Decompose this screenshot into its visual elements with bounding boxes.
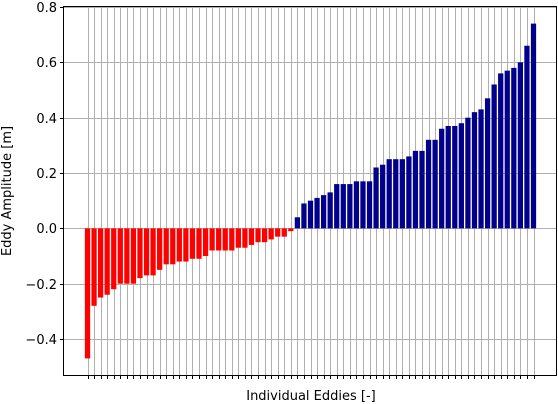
eddy-bar (340, 184, 346, 229)
eddy-bar (229, 228, 235, 251)
eddy-bar (255, 228, 261, 243)
eddy-bar (314, 197, 320, 229)
eddy-bar (511, 67, 517, 229)
eddy-bar (471, 112, 478, 229)
eddy-bar (216, 228, 222, 251)
eddy-bar (478, 109, 484, 229)
eddy-bar (143, 228, 150, 276)
eddy-bar (222, 228, 228, 251)
eddy-bar (307, 200, 314, 229)
eddy-bar (294, 217, 301, 229)
eddy-bar (242, 228, 248, 248)
eddy-bar (104, 228, 110, 295)
eddy-bar (137, 228, 143, 279)
eddy-bar (327, 192, 333, 229)
eddy-bar (235, 228, 241, 248)
eddy-bar (419, 150, 425, 229)
eddy-bar (425, 139, 432, 229)
eddy-bar (484, 98, 491, 229)
eddy-bar (530, 23, 537, 229)
eddy-bar (406, 156, 412, 229)
eddy-bar (360, 181, 366, 229)
eddy-bar (465, 117, 471, 229)
eddy-bar (399, 159, 405, 229)
x-axis-label: Individual Eddies [-] (246, 389, 376, 404)
eddy-bar (498, 73, 504, 229)
eddy-bar (209, 228, 215, 251)
y-tick-label: 0.2 (36, 167, 57, 182)
eddy-bar (320, 195, 327, 229)
eddy-bar (183, 228, 189, 262)
plot-frame (63, 6, 557, 376)
y-tick-label: −0.2 (25, 278, 57, 293)
eddy-bar (196, 228, 202, 259)
eddy-bar (458, 123, 464, 229)
eddy-bar (347, 184, 353, 229)
eddy-bar (517, 62, 524, 229)
eddy-bar (275, 228, 281, 237)
eddy-bar (170, 228, 176, 265)
eddy-bar (84, 228, 91, 359)
eddy-bar (288, 228, 294, 232)
eddy-bar (366, 181, 373, 229)
eddy-bar (504, 70, 510, 229)
eddy-bar (386, 159, 392, 229)
y-tick-label: 0.6 (36, 56, 57, 71)
eddy-bar (97, 228, 104, 298)
eddy-bar (268, 228, 274, 240)
ticks-layer: −0.4 −0.2 0.0 0.2 0.4 0.6 0.8 (25, 1, 535, 379)
eddy-bar (393, 159, 399, 229)
y-tick-label: −0.4 (25, 333, 57, 348)
eddy-bar (334, 184, 340, 229)
eddy-bar (111, 228, 117, 290)
y-axis-label: Eddy Amplitude [m] (0, 126, 15, 256)
eddy-bar (176, 228, 182, 262)
eddy-bar (91, 228, 97, 306)
eddy-bar (117, 228, 123, 284)
eddy-bar (412, 150, 419, 229)
eddy-bar (380, 164, 386, 229)
eddy-bar (491, 84, 497, 229)
eddy-bar (301, 203, 307, 229)
eddy-bar (202, 228, 209, 257)
eddy-bar (261, 228, 268, 243)
eddy-bar (248, 228, 255, 245)
eddy-bar (432, 139, 438, 229)
eddy-bar (452, 125, 458, 229)
eddy-bar (157, 228, 163, 270)
eddy-bar (130, 228, 137, 284)
eddy-bar (524, 45, 530, 229)
y-tick-label: 0.4 (36, 112, 57, 127)
eddy-bar (163, 228, 169, 265)
eddy-bar (445, 125, 451, 229)
y-tick-label: 0.8 (36, 1, 57, 16)
eddy-bar (150, 228, 156, 276)
eddy-bar (124, 228, 130, 284)
y-tick-label: 0.0 (36, 222, 57, 237)
eddy-bar (439, 128, 445, 229)
eddy-bar (189, 228, 196, 259)
bars-layer (84, 23, 537, 359)
eddy-bar (373, 167, 379, 229)
eddy-bar (353, 181, 360, 229)
eddy-bar (281, 228, 287, 237)
